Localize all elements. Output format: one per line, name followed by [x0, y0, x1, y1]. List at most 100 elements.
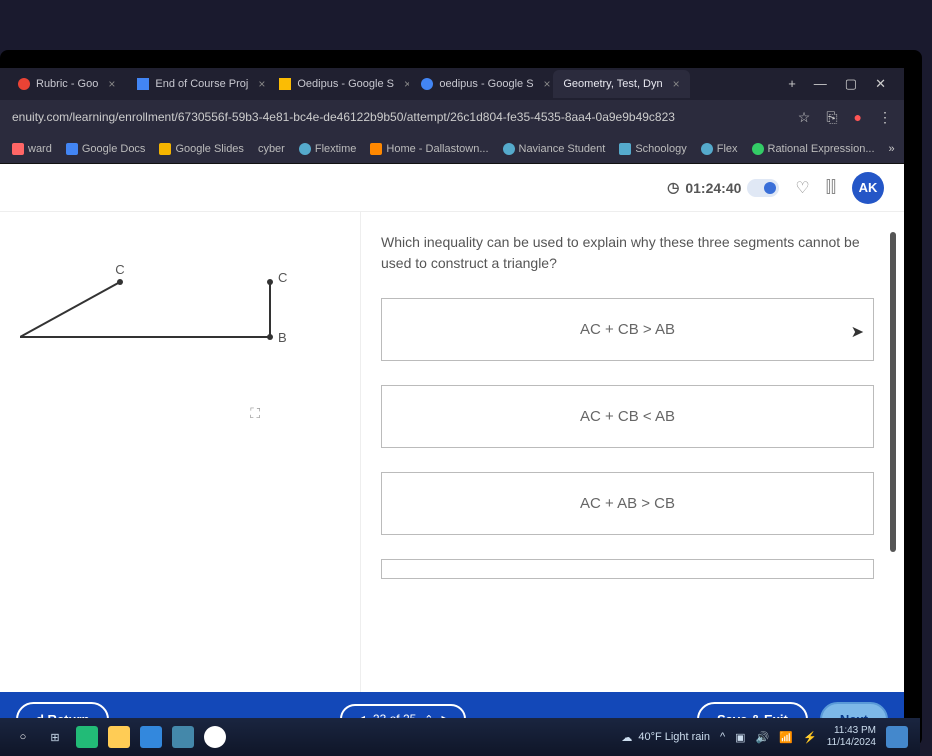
bookmark-item[interactable]: Home - Dallastown...: [370, 143, 488, 155]
tab-oedipus2[interactable]: oedipus - Google S ×: [411, 70, 551, 98]
tab-label: End of Course Proj: [155, 78, 248, 90]
expand-icon[interactable]: ⛶: [250, 405, 260, 422]
panel-icon[interactable]: ⫿⫿: [826, 179, 836, 197]
tab-course[interactable]: End of Course Proj ×: [127, 70, 267, 98]
tab-rubric[interactable]: Rubric - Goo ×: [8, 70, 125, 98]
url-field[interactable]: enuity.com/learning/enrollment/6730556f-…: [12, 110, 786, 124]
bulb-icon[interactable]: ♡: [795, 178, 809, 198]
address-bar: enuity.com/learning/enrollment/6730556f-…: [0, 100, 904, 134]
tab-favicon: [279, 78, 291, 90]
minimize-button[interactable]: —: [814, 76, 827, 92]
bookmark-item[interactable]: Naviance Student: [503, 143, 606, 155]
bookmark-icon: [619, 143, 631, 155]
bookmark-item[interactable]: Flextime: [299, 143, 357, 155]
new-tab-button[interactable]: +: [788, 76, 796, 92]
tab-favicon: [137, 78, 149, 90]
profile-icon[interactable]: ●: [854, 109, 862, 125]
bookmark-overflow[interactable]: »: [889, 143, 895, 155]
tab-favicon: [421, 78, 433, 90]
bookmark-icon: [66, 143, 78, 155]
notification-icon[interactable]: [886, 726, 908, 748]
menu-icon[interactable]: ⋮: [878, 109, 892, 126]
bookmark-icon: [752, 143, 764, 155]
store-icon[interactable]: [140, 726, 162, 748]
option-4[interactable]: [381, 559, 874, 579]
bookmark-label: cyber: [258, 143, 285, 155]
date-text: 11/14/2024: [827, 737, 876, 749]
bookmark-item[interactable]: cyber: [258, 143, 285, 155]
maximize-button[interactable]: ▢: [845, 76, 857, 92]
tab-label: oedipus - Google S: [439, 78, 533, 90]
point-c-label: C: [115, 262, 124, 277]
triangle-diagram: C C B ⛶: [20, 242, 340, 382]
tray-wifi-icon[interactable]: 📶: [779, 731, 793, 744]
tray-vol-icon[interactable]: 🔊: [756, 731, 770, 744]
bookmark-item[interactable]: Flex: [701, 143, 738, 155]
bookmark-label: Flex: [717, 143, 738, 155]
option-3[interactable]: AC + AB > CB: [381, 472, 874, 535]
taskbar: ○ ⊞ ☁ 40°F Light rain ^ ▣ 🔊 📶 ⚡ 11:43 PM…: [0, 718, 920, 756]
tab-geometry[interactable]: Geometry, Test, Dyn ×: [553, 70, 689, 98]
bookmark-icon: [701, 143, 713, 155]
bookmark-item[interactable]: Rational Expression...: [752, 143, 875, 155]
bookmark-label: Rational Expression...: [768, 143, 875, 155]
bookmark-icon: [370, 143, 382, 155]
tray-up-icon[interactable]: ^: [720, 731, 725, 743]
point-c2-label: C: [278, 270, 287, 285]
tray-net-icon[interactable]: ▣: [735, 731, 745, 744]
app-header: ◷ 01:24:40 ♡ ⫿⫿ AK: [0, 164, 904, 212]
tab-favicon: [18, 78, 30, 90]
bookmark-label: Flextime: [315, 143, 357, 155]
bookmark-label: Google Slides: [175, 143, 244, 155]
window-close-button[interactable]: ✕: [875, 76, 886, 92]
question-panel: Which inequality can be used to explain …: [360, 212, 904, 692]
bookmark-label: ward: [28, 143, 52, 155]
explorer-icon[interactable]: [108, 726, 130, 748]
diagram-panel: C C B ⛶: [0, 212, 360, 692]
tray-bat-icon[interactable]: ⚡: [803, 731, 817, 744]
option-2[interactable]: AC + CB < AB: [381, 385, 874, 448]
tab-label: Rubric - Goo: [36, 78, 98, 90]
close-icon[interactable]: ×: [404, 77, 409, 91]
tab-label: Geometry, Test, Dyn: [563, 78, 662, 90]
search-icon[interactable]: ○: [12, 726, 34, 748]
close-icon[interactable]: ×: [673, 77, 680, 91]
bookmark-item[interactable]: Schoology: [619, 143, 686, 155]
avatar[interactable]: AK: [852, 172, 884, 204]
bookmark-icon: [299, 143, 311, 155]
install-icon[interactable]: ⎘: [826, 109, 837, 126]
weather-icon: ☁: [621, 731, 632, 744]
task-view-icon[interactable]: ⊞: [44, 726, 66, 748]
time-text: 11:43 PM: [827, 725, 876, 737]
close-icon[interactable]: ×: [544, 77, 551, 91]
bookmark-icon: [159, 143, 171, 155]
bookmark-icon: [12, 143, 24, 155]
timer: ◷ 01:24:40: [667, 179, 779, 197]
timer-toggle[interactable]: [747, 179, 779, 197]
close-icon[interactable]: ×: [258, 77, 265, 91]
timer-value: 01:24:40: [685, 180, 741, 196]
bookmark-item[interactable]: Google Slides: [159, 143, 244, 155]
bookmarks-bar: ward Google Docs Google Slides cyber Fle…: [0, 134, 904, 164]
cursor-icon: ➤: [851, 322, 864, 342]
edge-icon[interactable]: [76, 726, 98, 748]
weather-widget[interactable]: ☁ 40°F Light rain: [621, 731, 710, 744]
chrome-icon[interactable]: [204, 726, 226, 748]
bookmark-label: Naviance Student: [519, 143, 606, 155]
option-1[interactable]: AC + CB > AB: [381, 298, 874, 361]
bookmark-label: Home - Dallastown...: [386, 143, 488, 155]
close-icon[interactable]: ×: [108, 77, 115, 91]
bookmark-label: Schoology: [635, 143, 686, 155]
bookmark-item[interactable]: ward: [12, 143, 52, 155]
weather-text: 40°F Light rain: [638, 731, 710, 743]
clock[interactable]: 11:43 PM 11/14/2024: [827, 725, 876, 749]
question-text: Which inequality can be used to explain …: [381, 232, 874, 274]
app-icon[interactable]: [172, 726, 194, 748]
bookmark-icon: [503, 143, 515, 155]
timer-icon: ◷: [667, 179, 679, 196]
bookmark-item[interactable]: Google Docs: [66, 143, 146, 155]
scrollbar[interactable]: [890, 232, 896, 552]
tab-bar: Rubric - Goo × End of Course Proj × Oedipu…: [0, 68, 904, 100]
tab-oedipus1[interactable]: Oedipus - Google S×: [269, 70, 409, 98]
star-icon[interactable]: ☆: [798, 109, 811, 126]
